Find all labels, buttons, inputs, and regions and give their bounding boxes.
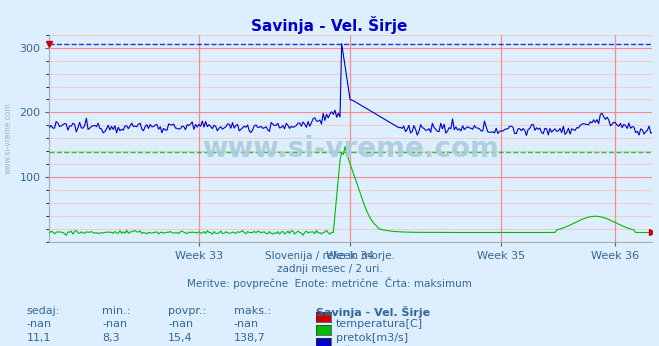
Text: 11,1: 11,1 <box>26 333 51 343</box>
Text: temperatura[C]: temperatura[C] <box>336 319 423 329</box>
Text: 8,3: 8,3 <box>102 333 120 343</box>
Text: sedaj:: sedaj: <box>26 306 60 316</box>
Text: Savinja - Vel. Širje: Savinja - Vel. Širje <box>251 16 408 34</box>
Text: maks.:: maks.: <box>234 306 272 316</box>
Text: -nan: -nan <box>168 319 193 329</box>
Text: min.:: min.: <box>102 306 130 316</box>
Text: Savinja - Vel. Širje: Savinja - Vel. Širje <box>316 306 430 318</box>
Text: -nan: -nan <box>26 319 51 329</box>
Text: 138,7: 138,7 <box>234 333 266 343</box>
Text: pretok[m3/s]: pretok[m3/s] <box>336 333 408 343</box>
Text: 15,4: 15,4 <box>168 333 192 343</box>
Text: www.si-vreme.com: www.si-vreme.com <box>3 102 13 174</box>
Text: Slovenija / reke in morje.: Slovenija / reke in morje. <box>264 251 395 261</box>
Text: Meritve: povprečne  Enote: metrične  Črta: maksimum: Meritve: povprečne Enote: metrične Črta:… <box>187 277 472 289</box>
Text: zadnji mesec / 2 uri.: zadnji mesec / 2 uri. <box>277 264 382 274</box>
Text: -nan: -nan <box>102 319 127 329</box>
Text: -nan: -nan <box>234 319 259 329</box>
Text: www.si-vreme.com: www.si-vreme.com <box>202 135 500 163</box>
Text: povpr.:: povpr.: <box>168 306 206 316</box>
